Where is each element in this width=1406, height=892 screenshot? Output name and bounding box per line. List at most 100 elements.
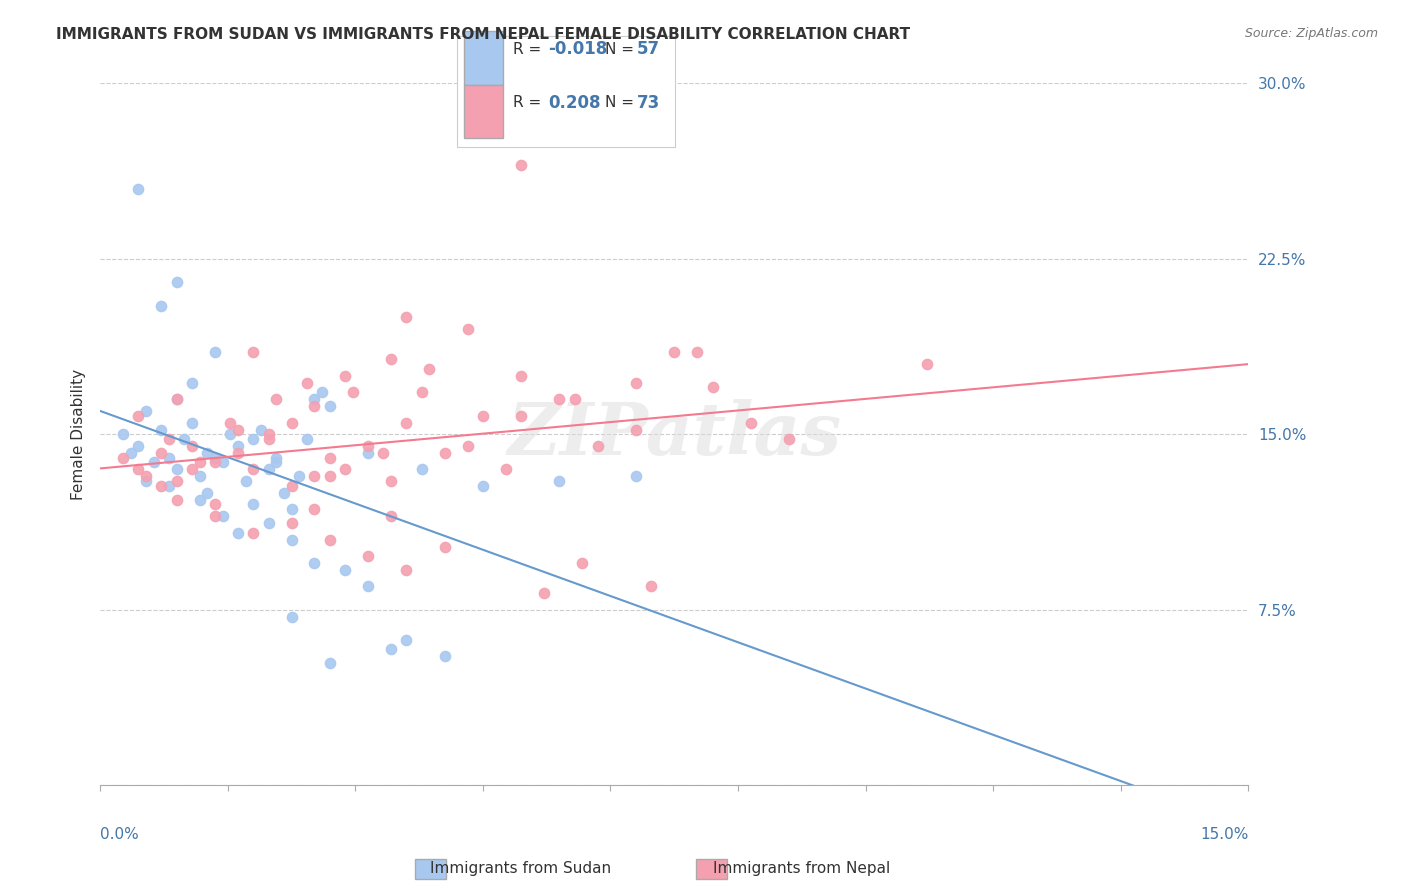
Point — [157, 432, 180, 446]
Point — [740, 416, 762, 430]
Point — [433, 540, 456, 554]
Point — [242, 432, 264, 446]
Point — [380, 642, 402, 657]
Point — [280, 533, 302, 547]
Point — [304, 502, 326, 516]
Point — [142, 455, 165, 469]
Point — [295, 432, 318, 446]
Text: Immigrants from Nepal: Immigrants from Nepal — [713, 862, 890, 876]
Point — [624, 469, 647, 483]
Point — [333, 368, 356, 383]
Point — [188, 469, 211, 483]
Point — [333, 563, 356, 577]
Point — [510, 368, 533, 383]
Point — [166, 392, 188, 407]
Text: 57: 57 — [637, 40, 659, 58]
Point — [373, 446, 395, 460]
Point — [280, 416, 302, 430]
Point — [471, 409, 494, 423]
Text: ZIPatlas: ZIPatlas — [508, 399, 841, 470]
Point — [664, 345, 686, 359]
Point — [226, 525, 249, 540]
Point — [288, 469, 311, 483]
Point — [433, 446, 456, 460]
Point — [204, 509, 226, 524]
Point — [280, 609, 302, 624]
Point — [135, 404, 157, 418]
Point — [280, 479, 302, 493]
Point — [915, 357, 938, 371]
Point — [181, 416, 204, 430]
Point — [702, 380, 724, 394]
Point — [342, 385, 364, 400]
Point — [127, 182, 149, 196]
Point — [624, 376, 647, 390]
Point — [333, 462, 356, 476]
Point — [533, 586, 555, 600]
Point — [166, 474, 188, 488]
Point — [471, 479, 494, 493]
Point — [257, 432, 280, 446]
Point — [242, 462, 264, 476]
Point — [181, 376, 204, 390]
Point — [204, 455, 226, 469]
Point — [211, 455, 233, 469]
Point — [411, 462, 433, 476]
Point — [319, 533, 342, 547]
Text: 0.208: 0.208 — [548, 94, 600, 112]
Y-axis label: Female Disability: Female Disability — [72, 368, 86, 500]
Point — [586, 439, 609, 453]
Point — [304, 556, 326, 570]
Point — [304, 392, 326, 407]
Point — [181, 439, 204, 453]
Point — [686, 345, 709, 359]
Text: 15.0%: 15.0% — [1201, 827, 1249, 842]
Point — [548, 392, 571, 407]
Text: IMMIGRANTS FROM SUDAN VS IMMIGRANTS FROM NEPAL FEMALE DISABILITY CORRELATION CHA: IMMIGRANTS FROM SUDAN VS IMMIGRANTS FROM… — [56, 27, 910, 42]
Point — [226, 423, 249, 437]
Point — [319, 469, 342, 483]
Point — [173, 432, 195, 446]
Point — [264, 455, 287, 469]
Point — [304, 469, 326, 483]
Point — [188, 492, 211, 507]
Point — [357, 439, 380, 453]
Point — [204, 498, 226, 512]
Point — [264, 392, 287, 407]
Point — [264, 450, 287, 465]
Point — [395, 563, 418, 577]
Text: N =: N = — [605, 42, 638, 56]
Point — [120, 446, 142, 460]
Text: Source: ZipAtlas.com: Source: ZipAtlas.com — [1244, 27, 1378, 40]
Point — [127, 439, 149, 453]
Point — [150, 299, 173, 313]
Point — [418, 361, 440, 376]
Point — [433, 649, 456, 664]
Point — [250, 423, 273, 437]
Point — [395, 310, 418, 325]
Point — [135, 474, 157, 488]
Point — [257, 516, 280, 530]
Point — [150, 423, 173, 437]
Point — [395, 633, 418, 648]
Point — [242, 525, 264, 540]
Point — [181, 462, 204, 476]
Text: R =: R = — [513, 42, 547, 56]
Text: -0.018: -0.018 — [548, 40, 607, 58]
Text: N =: N = — [605, 95, 638, 110]
Point — [357, 579, 380, 593]
Point — [640, 579, 662, 593]
Point — [204, 450, 226, 465]
Point — [211, 509, 233, 524]
Point — [219, 427, 242, 442]
Point — [242, 498, 264, 512]
Point — [357, 446, 380, 460]
Point — [257, 462, 280, 476]
Point — [495, 462, 517, 476]
Text: 0.0%: 0.0% — [100, 827, 139, 842]
Point — [166, 275, 188, 289]
Text: 73: 73 — [637, 94, 661, 112]
Point — [219, 416, 242, 430]
Point — [319, 657, 342, 671]
Point — [380, 352, 402, 367]
